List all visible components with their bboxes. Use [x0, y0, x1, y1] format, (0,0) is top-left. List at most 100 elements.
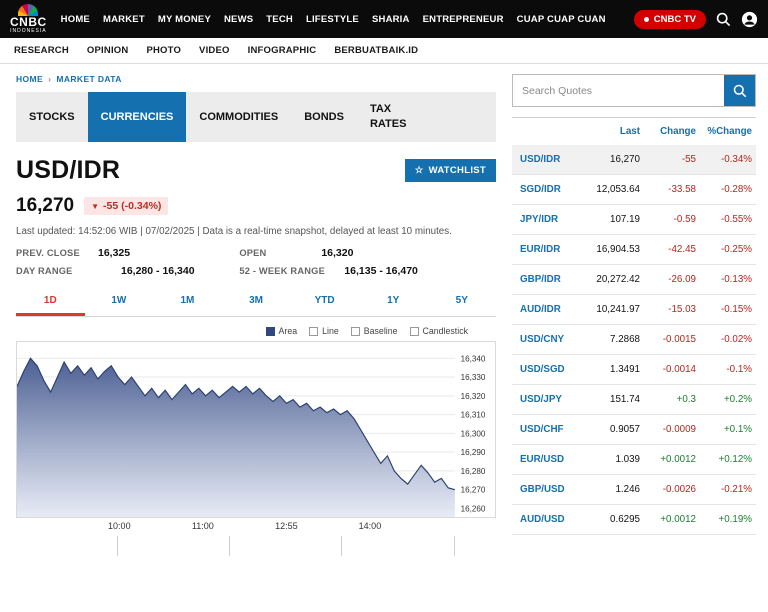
range-tab-ytd[interactable]: YTD	[314, 295, 335, 306]
table-row-aud-usd[interactable]: AUD/USD 0.6295 +0.0012 +0.19%	[512, 505, 756, 535]
table-row-usd-cny[interactable]: USD/CNY 7.2868 -0.0015 -0.02%	[512, 325, 756, 355]
content: HOME › MARKET DATA STOCKS CURRENCIES COMMODI…	[0, 64, 768, 556]
chart-type-line[interactable]: Line	[309, 326, 339, 336]
table-row-jpy-idr[interactable]: JPY/IDR 107.19 -0.59 -0.55%	[512, 205, 756, 235]
subnav-item-photo[interactable]: PHOTO	[146, 45, 182, 56]
pct-change-value: -0.02%	[720, 334, 752, 345]
nav-item-my-money[interactable]: MY MONEY	[157, 13, 211, 25]
table-row-sgd-idr[interactable]: SGD/IDR 12,053.64 -33.58 -0.28%	[512, 175, 756, 205]
stat-value: 16,135 - 16,470	[344, 265, 418, 277]
stat-value: 16,280 - 16,340	[121, 265, 195, 277]
last-value: 0.9057	[610, 424, 640, 435]
logo-brand-text: CNBC	[10, 15, 47, 29]
table-row-aud-idr[interactable]: AUD/IDR 10,241.97 -15.03 -0.15%	[512, 295, 756, 325]
tab-currencies[interactable]: CURRENCIES	[87, 92, 187, 142]
nav-item-home[interactable]: HOME	[60, 13, 90, 25]
pair-link[interactable]: USD/IDR	[520, 154, 561, 165]
main-nav: HOME MARKET MY MONEY NEWS TECH LIFESTYLE SHARI…	[61, 14, 624, 25]
stat-value: 16,325	[98, 247, 131, 259]
table-row-eur-usd[interactable]: EUR/USD 1.039 +0.0012 +0.12%	[512, 445, 756, 475]
quotes-table-header: Last Change %Change	[512, 118, 756, 145]
tab-stocks[interactable]: STOCKS	[29, 110, 75, 123]
change-value: -33.58	[668, 184, 696, 195]
col-change: Change	[660, 126, 696, 137]
table-row-eur-idr[interactable]: EUR/IDR 16,904.53 -42.45 -0.25%	[512, 235, 756, 265]
range-tab-1m[interactable]: 1M	[180, 295, 195, 306]
pair-link[interactable]: GBP/IDR	[520, 274, 561, 285]
range-tab-1d[interactable]: 1D	[16, 290, 85, 316]
bottom-gridline	[454, 536, 456, 556]
subnav-item-berbuatbaik-id[interactable]: BERBUATBAIK.ID	[334, 45, 419, 56]
breadcrumb-market-data[interactable]: MARKET DATA	[56, 74, 122, 84]
table-row-gbp-idr[interactable]: GBP/IDR 20,272.42 -26.09 -0.13%	[512, 265, 756, 295]
quote-search-button[interactable]	[724, 75, 755, 106]
checkbox-icon[interactable]	[350, 326, 360, 336]
nav-item-lifestyle[interactable]: LIFESTYLE	[305, 13, 359, 25]
range-tab-1y[interactable]: 1Y	[387, 295, 400, 306]
top-header: CNBC INDONESIA HOME MARKET MY MONEY NEWS TEC…	[0, 0, 768, 38]
last-value: 16,904.53	[596, 244, 640, 255]
chart-type-candlestick[interactable]: Candlestick	[409, 326, 468, 336]
last-value: 1.246	[615, 484, 640, 495]
pair-link[interactable]: EUR/USD	[520, 454, 565, 465]
change-value: +0.0012	[660, 454, 696, 465]
svg-text:16,310: 16,310	[461, 409, 486, 419]
page-title: USD/IDR	[16, 156, 121, 184]
live-dot-icon	[643, 16, 649, 22]
checkbox-icon[interactable]	[265, 326, 275, 336]
checkbox-icon[interactable]	[309, 326, 319, 336]
price-chart[interactable]: 16,340 16,330 16,320 16,310 16,300 16,290 16,2…	[16, 341, 496, 518]
pair-link[interactable]: JPY/IDR	[520, 214, 559, 225]
watchlist-button[interactable]: ☆ WATCHLIST	[404, 159, 496, 182]
pair-link[interactable]: EUR/IDR	[520, 244, 561, 255]
chart-type-area[interactable]: Area	[265, 326, 297, 336]
stat-label: DAY RANGE	[16, 266, 73, 276]
tab-tax-rates[interactable]: TAX RATES	[369, 103, 407, 130]
profile-button[interactable]	[741, 11, 758, 28]
table-row-usd-idr[interactable]: USD/IDR 16,270 -55 -0.34%	[512, 145, 756, 175]
range-tab-3m[interactable]: 3M	[249, 295, 263, 306]
pair-link[interactable]: GBP/USD	[520, 484, 565, 495]
area-chart-svg: 16,340 16,330 16,320 16,310 16,300 16,290 16,2…	[17, 353, 486, 517]
table-row-gbp-usd[interactable]: GBP/USD 1.246 -0.0026 -0.21%	[512, 475, 756, 505]
subnav-item-opinion[interactable]: OPINION	[86, 45, 129, 56]
range-tab-1w[interactable]: 1W	[111, 295, 127, 306]
nav-item-entrepreneur[interactable]: ENTREPRENEUR	[422, 13, 504, 25]
table-row-usd-chf[interactable]: USD/CHF 0.9057 -0.0009 +0.1%	[512, 415, 756, 445]
tab-bonds[interactable]: BONDS	[304, 110, 344, 123]
pair-link[interactable]: AUD/USD	[520, 514, 565, 525]
cnbc-tv-button[interactable]: CNBC TV	[633, 9, 706, 29]
nav-item-sharia[interactable]: SHARIA	[371, 13, 410, 25]
checkbox-icon[interactable]	[409, 326, 419, 336]
subnav-item-research[interactable]: RESEARCH	[14, 45, 69, 56]
cnbc-tv-label: CNBC TV	[653, 13, 696, 25]
pair-link[interactable]: USD/CHF	[520, 424, 564, 435]
pair-link[interactable]: USD/JPY	[520, 394, 562, 405]
tab-commodities[interactable]: COMMODITIES	[199, 110, 279, 123]
chart-type-legend: Area Line Baseline Candlestick	[16, 326, 496, 336]
table-row-usd-jpy[interactable]: USD/JPY 151.74 +0.3 +0.2%	[512, 385, 756, 415]
subnav-item-video[interactable]: VIDEO	[199, 45, 230, 56]
nav-item-cuap-cuap-cuan[interactable]: CUAP CUAP CUAN	[516, 13, 606, 25]
search-button[interactable]	[716, 12, 731, 27]
subnav-item-infographic[interactable]: INFOGRAPHIC	[247, 45, 317, 56]
chart-type-baseline[interactable]: Baseline	[350, 326, 398, 336]
table-row-usd-sgd[interactable]: USD/SGD 1.3491 -0.0014 -0.1%	[512, 355, 756, 385]
quotes-table-body: USD/IDR 16,270 -55 -0.34% SGD/IDR 12,053.64 -3…	[512, 145, 756, 535]
breadcrumb-home[interactable]: HOME	[16, 74, 44, 84]
x-axis-label-14-00: 14:00	[358, 521, 382, 531]
nav-item-tech[interactable]: TECH	[266, 13, 293, 25]
nav-item-news[interactable]: NEWS	[223, 13, 254, 25]
search-icon	[733, 84, 746, 97]
last-value: 10,241.97	[596, 304, 640, 315]
range-tab-5y[interactable]: 5Y	[455, 295, 468, 306]
pair-link[interactable]: USD/CNY	[520, 334, 565, 345]
pair-link[interactable]: USD/SGD	[520, 364, 565, 375]
pair-link[interactable]: AUD/IDR	[520, 304, 561, 315]
nav-item-market[interactable]: MARKET	[102, 13, 145, 25]
pair-link[interactable]: SGD/IDR	[520, 184, 561, 195]
svg-text:16,260: 16,260	[461, 503, 486, 513]
cnbc-logo[interactable]: CNBC INDONESIA	[10, 4, 47, 34]
search-quotes-input[interactable]	[513, 75, 724, 106]
svg-text:16,280: 16,280	[461, 466, 486, 476]
